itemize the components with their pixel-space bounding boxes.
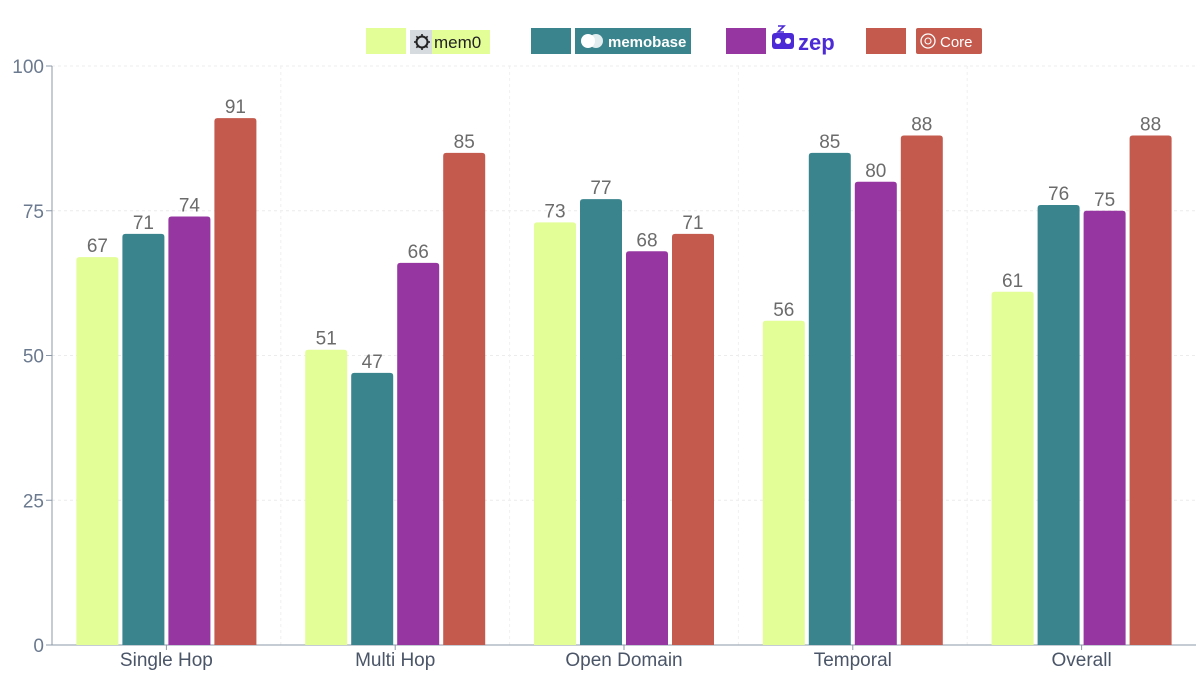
axes: 0 25 50 75 100 Single Hop Multi Hop Open Domain…: [12, 57, 1196, 671]
value-label-core-open-domain: 71: [682, 213, 703, 234]
value-label-core-multi-hop: 85: [454, 132, 475, 153]
value-label-zep-temporal: 80: [865, 161, 886, 182]
bar-memobase-multi-hop[interactable]: [351, 372, 394, 645]
x-tick-label-open-domain: Open Domain: [565, 650, 682, 671]
bar-mem0-single-hop[interactable]: [76, 257, 119, 645]
value-label-memobase-multi-hop: 47: [362, 352, 383, 373]
legend-item-zep[interactable]: zep: [726, 25, 835, 55]
bar-core-open-domain[interactable]: [672, 233, 714, 645]
value-label-core-single-hop: 91: [225, 97, 246, 118]
legend-label-core: Core: [940, 34, 973, 51]
y-tick-label-50: 50: [23, 347, 44, 368]
y-tick-label-25: 25: [23, 491, 44, 512]
bar-core-overall[interactable]: [1129, 135, 1172, 646]
value-label-core-overall: 88: [1140, 114, 1161, 135]
bar-memobase-single-hop[interactable]: [122, 233, 165, 645]
bar-zep-open-domain[interactable]: [626, 251, 668, 645]
x-tick-label-overall: Overall: [1052, 650, 1112, 671]
bar-mem0-open-domain[interactable]: [534, 222, 576, 645]
bar-memobase-open-domain[interactable]: [580, 199, 622, 646]
legend-swatch-zep: [726, 28, 766, 54]
bar-core-single-hop[interactable]: [214, 118, 257, 646]
x-tick-label-multi-hop: Multi Hop: [355, 650, 435, 671]
value-label-memobase-overall: 76: [1048, 184, 1069, 205]
value-label-core-temporal: 88: [911, 114, 932, 135]
legend-swatch-memobase: [531, 28, 571, 54]
bar-memobase-temporal[interactable]: [808, 152, 851, 645]
value-label-zep-single-hop: 74: [179, 196, 201, 217]
value-label-mem0-multi-hop: 51: [316, 329, 337, 350]
bar-core-temporal[interactable]: [900, 135, 943, 646]
bar-mem0-overall[interactable]: [991, 291, 1034, 645]
bars: [76, 118, 1172, 646]
value-label-mem0-open-domain: 73: [544, 201, 565, 222]
bar-zep-overall[interactable]: [1083, 210, 1126, 645]
mem0-logo-icon: [410, 30, 490, 54]
bar-zep-single-hop[interactable]: [168, 216, 211, 646]
core-logo-icon: [916, 28, 982, 54]
bar-mem0-temporal[interactable]: [762, 320, 805, 645]
bar-core-multi-hop[interactable]: [443, 152, 486, 645]
legend-label-memobase: memobase: [608, 34, 686, 51]
value-label-mem0-overall: 61: [1002, 271, 1023, 292]
legend-swatch-mem0: [366, 28, 406, 54]
value-label-mem0-single-hop: 67: [87, 236, 108, 257]
value-labels: 67 71 74 91 51 47 66 85 73 77 68 71 56 85 80 88 61 76 75 88: [87, 97, 1161, 373]
value-label-memobase-open-domain: 77: [590, 178, 611, 199]
value-label-zep-open-domain: 68: [636, 230, 657, 251]
value-label-zep-overall: 75: [1094, 190, 1115, 211]
bar-zep-multi-hop[interactable]: [397, 262, 440, 645]
x-tick-label-temporal: Temporal: [814, 650, 892, 671]
legend-swatch-core: [866, 28, 906, 54]
memobase-logo-icon: [575, 28, 691, 54]
legend-item-mem0[interactable]: mem0: [366, 28, 490, 54]
bar-zep-temporal[interactable]: [854, 181, 897, 646]
value-label-mem0-temporal: 56: [773, 300, 794, 321]
bar-mem0-multi-hop[interactable]: [305, 349, 348, 645]
x-tick-label-single-hop: Single Hop: [120, 650, 213, 671]
grid-lines: [52, 65, 1196, 645]
legend-label-zep: zep: [798, 30, 835, 55]
legend: mem0 memobase zep Core: [366, 25, 982, 55]
y-tick-label-100: 100: [12, 57, 44, 78]
value-label-zep-multi-hop: 66: [408, 242, 429, 263]
legend-item-core[interactable]: Core: [866, 28, 982, 54]
y-tick-label-0: 0: [33, 636, 44, 657]
y-tick-label-75: 75: [23, 202, 44, 223]
zep-logo-icon: [772, 25, 794, 49]
legend-label-mem0: mem0: [434, 33, 481, 52]
bar-memobase-overall[interactable]: [1037, 204, 1080, 645]
value-label-memobase-temporal: 85: [819, 132, 840, 153]
legend-item-memobase[interactable]: memobase: [531, 28, 691, 54]
value-label-memobase-single-hop: 71: [133, 213, 154, 234]
